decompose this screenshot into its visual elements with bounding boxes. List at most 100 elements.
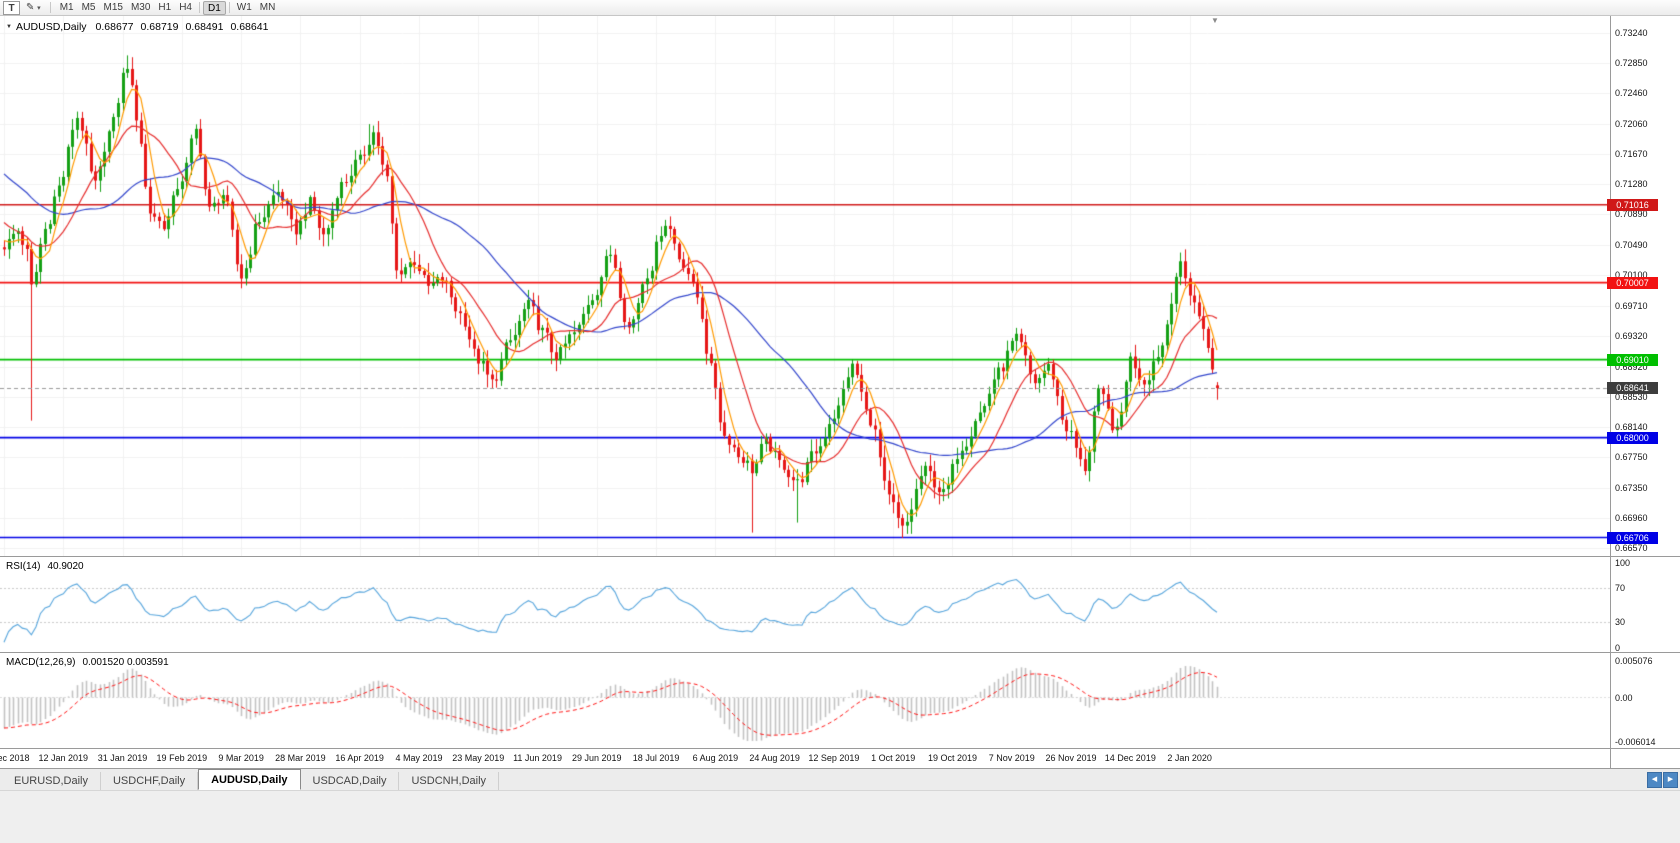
chart-tab-eurusd-daily[interactable]: EURUSD,Daily <box>2 772 101 790</box>
time-axis-label: 2 Jan 2020 <box>1167 753 1212 763</box>
price-axis-tick: 0.69320 <box>1615 330 1648 341</box>
price-axis-tick: 0.72460 <box>1615 88 1648 99</box>
chart-tabs: EURUSD,Daily USDCHF,Daily AUDUSD,Daily USDC… <box>2 769 500 790</box>
macd-label: MACD(12,26,9) 0.001520 0.003591 <box>6 657 169 668</box>
price-axis-tick: 0.68530 <box>1615 391 1648 402</box>
text-tool-button[interactable]: T <box>3 0 20 15</box>
macd-pane: MACD(12,26,9) 0.001520 0.003591 0.005076 0… <box>0 653 1680 748</box>
rsi-axis-tick: 0 <box>1615 642 1621 653</box>
rsi-indicator-canvas[interactable] <box>0 557 1680 652</box>
price-axis-tick: 0.73240 <box>1615 27 1648 38</box>
macd-values: 0.001520 0.003591 <box>82 657 169 668</box>
top-toolbar: T ✎ ▾ M1 M5 M15 M30 H1 H4 D1 W1 MN <box>0 0 1680 16</box>
time-axis-label: 19 Oct 2019 <box>927 753 977 763</box>
text-tool-icon: T <box>8 2 15 14</box>
tab-scroll-controls: ◀ ▶ <box>1647 772 1678 788</box>
drawing-tool-button[interactable]: ✎ ▾ <box>22 1 45 15</box>
time-axis-label: 19 Feb 2019 <box>156 753 208 763</box>
rsi-value: 40.9020 <box>47 561 84 572</box>
chart-tab-audusd-daily[interactable]: AUDUSD,Daily <box>198 769 301 790</box>
level-price-badge: 0.66706 <box>1607 531 1658 544</box>
tab-scroll-left-button[interactable]: ◀ <box>1647 772 1662 788</box>
time-axis-label: 16 Apr 2019 <box>335 753 384 763</box>
rsi-name: RSI(14) <box>6 561 41 572</box>
time-axis-label: 12 Jan 2019 <box>38 753 89 763</box>
timeframe-button-d1[interactable]: D1 <box>203 0 226 15</box>
macd-axis-tick: 0.005076 <box>1615 655 1653 666</box>
price-chart-canvas[interactable] <box>0 16 1680 556</box>
legend-symbol: AUDUSD,Daily <box>15 21 87 33</box>
rsi-pane: RSI(14) 40.9020 100 70 30 0 <box>0 557 1680 652</box>
time-axis-label: 24 Aug 2019 <box>749 753 800 763</box>
level-price-badge: 0.68000 <box>1607 431 1658 444</box>
macd-indicator-canvas[interactable] <box>0 653 1680 748</box>
timeframe-button-m15[interactable]: M15 <box>100 1 127 15</box>
chart-shift-marker[interactable]: ▼ <box>1211 16 1219 25</box>
dropdown-caret-icon: ▾ <box>37 4 41 12</box>
time-axis-label: 12 Sep 2019 <box>808 753 860 763</box>
chart-tab-bar: EURUSD,Daily USDCHF,Daily AUDUSD,Daily USDC… <box>0 768 1680 790</box>
macd-axis-tick: 0.00 <box>1615 692 1633 703</box>
timeframe-toolbar: M1 M5 M15 M30 H1 H4 D1 W1 MN <box>56 0 280 15</box>
pane-resize-divider[interactable] <box>0 748 1680 749</box>
time-axis-label: 11 Jun 2019 <box>513 753 562 763</box>
level-price-badge: 0.71016 <box>1607 198 1658 211</box>
scroll-right-icon: ▶ <box>1667 776 1674 783</box>
price-axis-tick: 0.66960 <box>1615 512 1648 523</box>
rsi-axis-tick: 30 <box>1615 617 1626 627</box>
time-axis-label: 25 Dec 2018 <box>0 753 30 763</box>
chart-tab-usdcad-daily[interactable]: USDCAD,Daily <box>301 772 400 790</box>
level-price-badge: 0.70007 <box>1607 276 1658 289</box>
scroll-left-icon: ◀ <box>1651 776 1658 783</box>
timeframe-button-mn[interactable]: MN <box>256 1 280 15</box>
pane-resize-divider[interactable] <box>0 652 1680 653</box>
price-axis-tick: 0.72060 <box>1615 119 1648 130</box>
price-axis-tick: 0.72850 <box>1615 58 1648 69</box>
time-axis-label: 26 Nov 2019 <box>1045 753 1097 763</box>
toolbar-separator <box>49 2 51 13</box>
price-axis-tick: 0.71670 <box>1615 149 1648 160</box>
level-price-badge: 0.69010 <box>1607 353 1658 366</box>
rsi-axis-tick: 70 <box>1615 583 1626 593</box>
time-axis-label: 6 Aug 2019 <box>692 753 739 763</box>
price-axis-tick: 0.71280 <box>1615 179 1648 190</box>
time-axis-label: 23 May 2019 <box>452 753 505 763</box>
time-axis-label: 4 May 2019 <box>395 753 443 763</box>
price-axis-tick: 0.69710 <box>1615 300 1648 311</box>
time-axis-label: 7 Nov 2019 <box>988 753 1035 763</box>
status-bar-area <box>0 790 1680 843</box>
pane-resize-divider[interactable] <box>0 556 1680 557</box>
time-axis-label: 31 Jan 2019 <box>97 753 148 763</box>
timeframe-button-h1[interactable]: H1 <box>154 1 175 15</box>
timeframe-button-h4[interactable]: H4 <box>175 1 196 15</box>
timeframe-button-w1[interactable]: W1 <box>233 1 256 15</box>
price-axis-tick: 0.68920 <box>1615 361 1648 372</box>
chart-legend: ▼ AUDUSD,Daily 0.68677 0.68719 0.68491 0.6864… <box>6 21 275 33</box>
price-axis-tick: 0.67350 <box>1615 482 1648 493</box>
legend-low: 0.68491 <box>185 21 224 33</box>
timeframe-button-m1[interactable]: M1 <box>56 1 78 15</box>
time-axis-label: 14 Dec 2019 <box>1104 753 1156 763</box>
macd-axis-tick: -0.006014 <box>1615 736 1656 747</box>
toolbar-separator <box>199 2 200 13</box>
legend-close: 0.68641 <box>230 21 269 33</box>
legend-high: 0.68719 <box>140 21 179 33</box>
timeframe-button-m30[interactable]: M30 <box>127 1 154 15</box>
time-axis-label: 28 Mar 2019 <box>275 753 326 763</box>
current-price-badge: 0.68641 <box>1607 382 1658 395</box>
legend-expand-icon[interactable]: ▼ <box>6 24 12 30</box>
chart-tab-usdchf-daily[interactable]: USDCHF,Daily <box>101 772 199 790</box>
time-axis: 25 Dec 2018 12 Jan 2019 31 Jan 2019 19 Feb … <box>0 749 1680 768</box>
time-axis-label: 1 Oct 2019 <box>871 753 916 763</box>
tab-scroll-right-button[interactable]: ▶ <box>1663 772 1678 788</box>
time-axis-label: 9 Mar 2019 <box>218 753 264 763</box>
pencil-icon: ✎ <box>26 1 35 13</box>
chart-tab-usdcnh-daily[interactable]: USDCNH,Daily <box>399 772 500 790</box>
timeframe-button-m5[interactable]: M5 <box>78 1 100 15</box>
chart-area: ▼ AUDUSD,Daily 0.68677 0.68719 0.68491 0.6864… <box>0 16 1680 768</box>
price-axis-tick: 0.70100 <box>1615 270 1648 281</box>
price-axis-tick: 0.67750 <box>1615 451 1648 462</box>
price-axis-tick: 0.70490 <box>1615 240 1648 251</box>
price-pane: ▼ AUDUSD,Daily 0.68677 0.68719 0.68491 0.6864… <box>0 16 1680 556</box>
